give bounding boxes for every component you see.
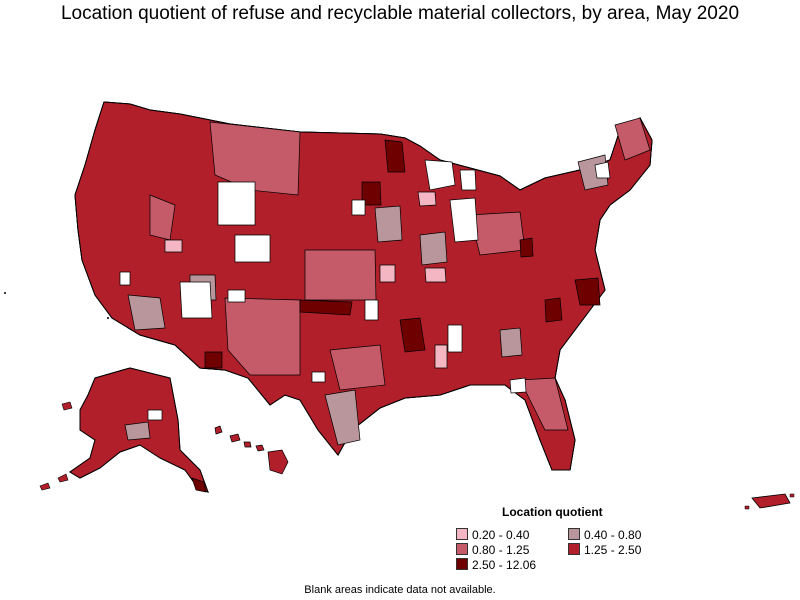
legend-item-1: 0.40 - 0.80 [568, 528, 641, 542]
regions-moderate [149, 117, 651, 431]
puerto-rico [744, 493, 795, 510]
contiguous-us [74, 101, 653, 471]
footnote: Blank areas indicate data not available. [304, 584, 496, 596]
regions-lowest [164, 191, 448, 369]
legend-swatch-4 [456, 558, 468, 570]
legend-swatch-2 [456, 543, 468, 555]
small-islands [4, 292, 109, 319]
regions-very-high [204, 139, 601, 369]
legend-title: Location quotient [502, 505, 603, 519]
legend-swatch-1 [568, 528, 580, 540]
alaska [39, 367, 209, 493]
legend-item-2: 0.80 - 1.25 [456, 543, 529, 557]
legend-item-0: 0.20 - 0.40 [456, 528, 529, 542]
legend-item-4: 2.50 - 12.06 [456, 558, 536, 572]
hawaii [214, 425, 289, 475]
legend-item-3: 1.25 - 2.50 [568, 543, 641, 557]
legend-swatch-3 [568, 543, 580, 555]
map-title: Location quotient of refuse and recyclab… [60, 3, 740, 24]
legend-swatch-0 [456, 528, 468, 540]
regions-no-data [119, 159, 611, 394]
